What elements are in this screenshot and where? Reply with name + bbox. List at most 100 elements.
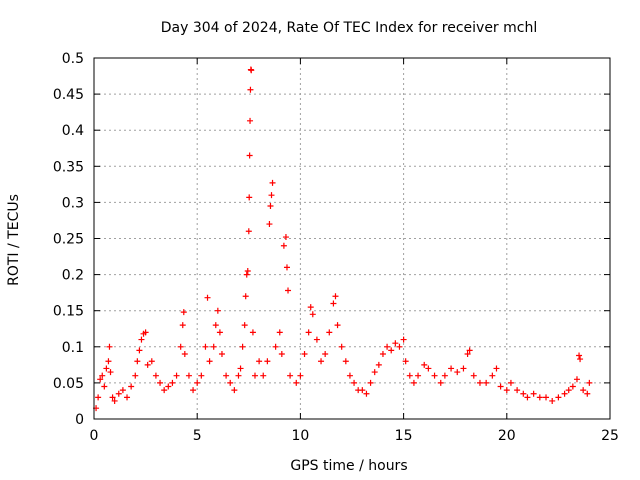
- data-point: [400, 336, 407, 343]
- data-point: [338, 343, 345, 350]
- data-point: [148, 358, 155, 365]
- data-point: [565, 387, 572, 394]
- data-point: [242, 293, 249, 300]
- x-tick-labels: 0 5 10 15 20 25: [90, 428, 619, 444]
- y-tick-label: 0.3: [62, 195, 84, 211]
- y-tick-label: 0.35: [53, 159, 84, 175]
- data-point: [282, 234, 289, 241]
- data-point: [109, 394, 116, 401]
- data-point: [332, 293, 339, 300]
- axis-ticks: [93, 57, 611, 420]
- data-point: [586, 379, 593, 386]
- data-point: [249, 329, 256, 336]
- data-point: [555, 394, 562, 401]
- data-point: [334, 322, 341, 329]
- data-point: [318, 358, 325, 365]
- data-point: [202, 343, 209, 350]
- data-point: [514, 387, 521, 394]
- data-point: [530, 390, 537, 397]
- data-point: [269, 179, 276, 186]
- data-point: [101, 383, 108, 390]
- data-point: [330, 300, 337, 307]
- data-point: [285, 287, 292, 294]
- data-point: [384, 343, 391, 350]
- data-point: [351, 379, 358, 386]
- data-point: [267, 203, 274, 210]
- x-tick-label: 25: [601, 428, 619, 444]
- y-axis-label: ROTI / TECUs: [6, 194, 22, 286]
- data-point: [342, 358, 349, 365]
- data-point: [260, 372, 267, 379]
- data-point: [584, 390, 591, 397]
- data-point: [543, 394, 550, 401]
- data-point: [134, 358, 141, 365]
- data-point: [266, 221, 273, 228]
- data-point: [402, 358, 409, 365]
- data-point: [276, 329, 283, 336]
- data-point: [241, 322, 248, 329]
- data-point: [239, 343, 246, 350]
- data-point: [206, 358, 213, 365]
- data-point: [375, 361, 382, 368]
- data-point: [448, 365, 455, 372]
- data-point: [214, 307, 221, 314]
- data-point: [307, 304, 314, 311]
- data-point: [246, 194, 253, 201]
- data-point: [107, 369, 114, 376]
- data-point: [247, 86, 254, 93]
- data-point: [243, 271, 250, 278]
- data-point: [278, 351, 285, 358]
- data-point: [359, 387, 366, 394]
- data-point: [142, 329, 149, 336]
- x-axis-label: GPS time / hours: [290, 458, 407, 474]
- data-point: [379, 351, 386, 358]
- data-point: [237, 365, 244, 372]
- data-point: [497, 383, 504, 390]
- data-point: [371, 369, 378, 376]
- data-point: [322, 351, 329, 358]
- data-point: [152, 372, 159, 379]
- data-point: [173, 372, 180, 379]
- data-point: [179, 322, 186, 329]
- data-point: [256, 358, 263, 365]
- data-point: [231, 387, 238, 394]
- data-point: [165, 383, 172, 390]
- data-point: [313, 336, 320, 343]
- data-point: [470, 372, 477, 379]
- data-point: [441, 372, 448, 379]
- y-tick-labels: 0 0.05 0.1 0.15 0.2 0.25 0.3 0.35 0.4 0.45 0.5: [53, 51, 84, 428]
- data-point: [227, 379, 234, 386]
- data-point: [223, 372, 230, 379]
- data-point: [119, 387, 126, 394]
- y-tick-label: 0.25: [53, 232, 84, 248]
- data-point: [309, 311, 316, 318]
- data-point: [301, 351, 308, 358]
- data-point: [95, 394, 102, 401]
- data-point: [245, 228, 252, 235]
- data-point: [216, 329, 223, 336]
- data-point: [460, 365, 467, 372]
- data-point: [268, 192, 275, 199]
- data-point: [111, 397, 118, 404]
- data-point: [363, 390, 370, 397]
- y-tick-label: 0.05: [53, 376, 84, 392]
- data-point: [204, 294, 211, 301]
- data-point: [132, 372, 139, 379]
- data-point: [194, 379, 201, 386]
- data-point: [144, 361, 151, 368]
- data-point: [489, 372, 496, 379]
- x-tick-label: 10: [291, 428, 309, 444]
- y-tick-label: 0.2: [62, 268, 84, 284]
- data-point: [97, 376, 104, 383]
- data-point: [503, 387, 510, 394]
- data-point: [287, 372, 294, 379]
- data-point: [326, 329, 333, 336]
- plot-frame: [93, 57, 611, 420]
- data-point: [524, 394, 531, 401]
- chart-title: Day 304 of 2024, Rate Of TEC Index for r…: [161, 20, 537, 36]
- data-point: [483, 379, 490, 386]
- data-point: [177, 343, 184, 350]
- data-point: [346, 372, 353, 379]
- data-point: [185, 372, 192, 379]
- data-point: [536, 394, 543, 401]
